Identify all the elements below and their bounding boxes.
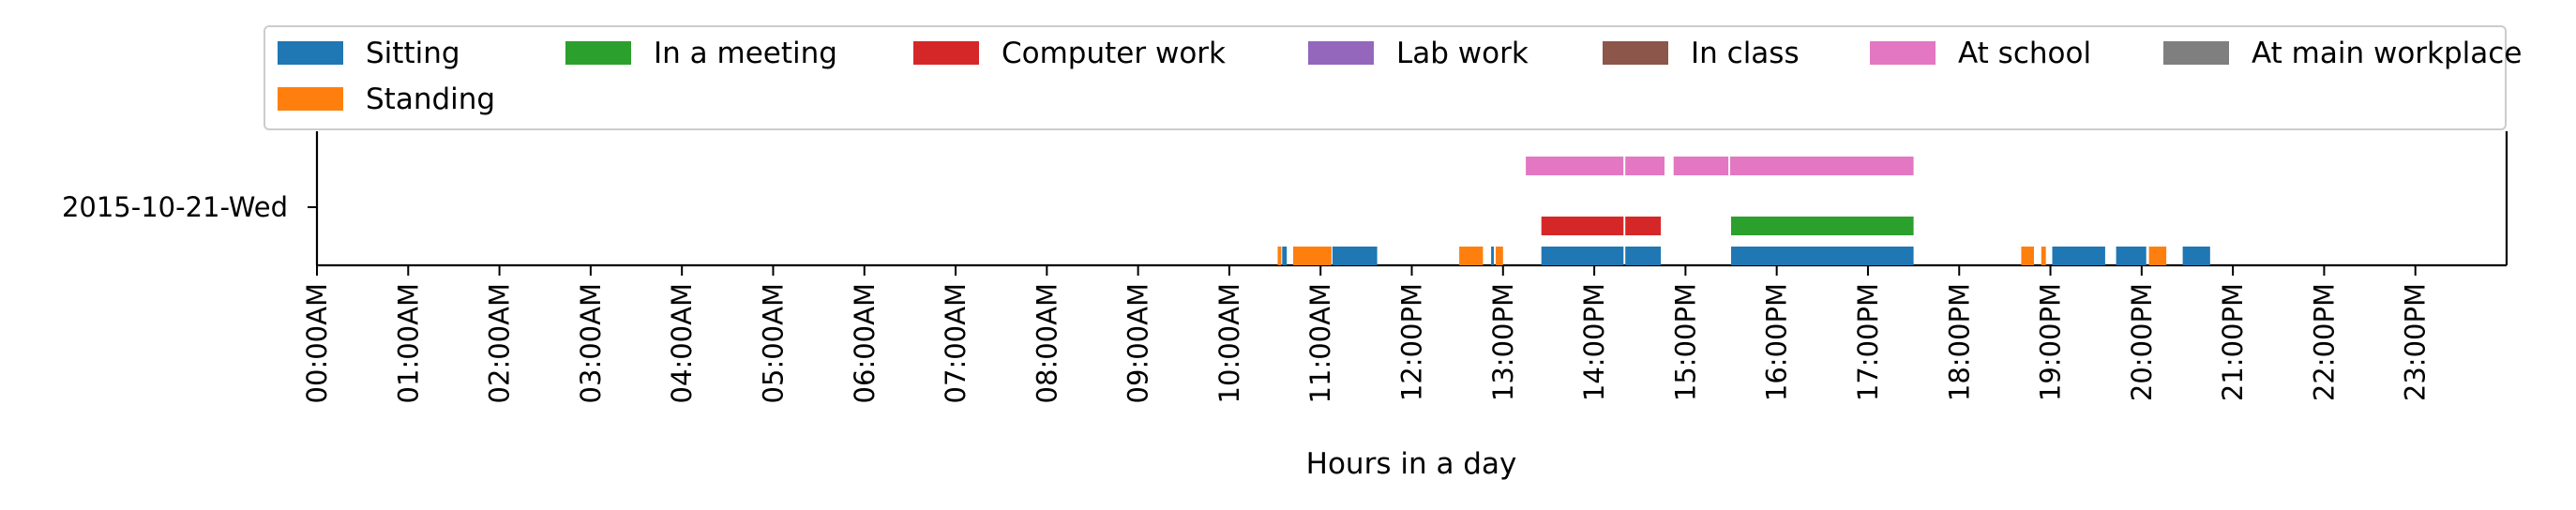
x-axis-label: Hours in a day [1306, 447, 1517, 481]
x-tick-label: 07:00AM [940, 283, 972, 403]
legend-swatch-sitting [278, 41, 343, 65]
x-tick-label: 16:00PM [1761, 283, 1793, 401]
legend-swatch-standing [278, 87, 343, 111]
bar-standing [2021, 247, 2034, 265]
bar-sitting [1282, 247, 1288, 265]
legend-swatch-at-school [1870, 41, 1936, 65]
legend-swatch-in-a-meeting [565, 41, 631, 65]
x-axis-ticks: 00:00AM 01:00AM 02:00AM 03:00AM 04:00AM 05:00… [301, 265, 2432, 403]
legend-label: In a meeting [654, 37, 837, 70]
legend-frame [264, 25, 2507, 130]
legend-label: At school [1958, 37, 2091, 70]
x-tick-label: 14:00PM [1578, 283, 1610, 401]
x-tick-label: 03:00AM [575, 283, 607, 403]
bar-standing [2148, 247, 2167, 265]
x-tick-label: 13:00PM [1487, 283, 1519, 401]
bar-standing [2041, 247, 2046, 265]
bar-sitting [2116, 247, 2147, 265]
bar-standing [1277, 247, 1282, 265]
bar-sitting [1332, 247, 1378, 265]
x-tick-label: 21:00PM [2217, 283, 2249, 401]
y-axis: 2015-10-21-Wed [62, 191, 317, 223]
bar-sitting [2052, 247, 2105, 265]
legend-swatch-at-main-workplace [2163, 41, 2229, 65]
legend-label: At main workplace [2252, 37, 2522, 70]
bar-standing [1496, 247, 1503, 265]
bar-sitting [1541, 247, 1624, 265]
x-tick-label: 12:00PM [1396, 283, 1428, 401]
x-tick-label: 22:00PM [2308, 283, 2340, 401]
legend-swatch-computer-work [913, 41, 979, 65]
bar-computer-work [1625, 217, 1662, 235]
x-tick-label: 23:00PM [2400, 283, 2432, 401]
legend-label: In class [1691, 37, 1800, 70]
y-tick-label: 2015-10-21-Wed [62, 191, 288, 223]
bar-computer-work [1541, 217, 1624, 235]
bar-sitting [1491, 247, 1494, 265]
bar-at-school [1730, 157, 1914, 175]
x-tick-label: 06:00AM [849, 283, 881, 403]
x-tick-label: 08:00AM [1031, 283, 1062, 403]
x-tick-label: 05:00AM [757, 283, 789, 403]
bar-at-school [1526, 157, 1624, 175]
x-tick-label: 17:00PM [1852, 283, 1884, 401]
x-tick-label: 01:00AM [392, 283, 424, 403]
x-tick-label: 10:00AM [1213, 283, 1245, 403]
bar-at-school [1673, 157, 1729, 175]
bar-standing [1459, 247, 1484, 265]
x-tick-label: 19:00PM [2035, 283, 2067, 401]
legend-label: Standing [366, 82, 495, 116]
legend-swatch-in-class [1603, 41, 1668, 65]
bars-layer [1277, 157, 2210, 265]
legend-swatch-lab-work [1308, 41, 1374, 65]
bar-at-school [1625, 157, 1665, 175]
x-tick-label: 18:00PM [1943, 283, 1975, 401]
legend: Sitting In a meeting Computer work Lab work… [264, 25, 2522, 130]
bar-standing [1293, 247, 1332, 265]
x-tick-label: 20:00PM [2126, 283, 2158, 401]
bar-in-a-meeting [1731, 217, 1914, 235]
x-tick-label: 02:00AM [484, 283, 516, 403]
x-tick-label: 04:00AM [666, 283, 698, 403]
legend-label: Lab work [1396, 37, 1529, 70]
x-tick-label: 00:00AM [301, 283, 333, 403]
x-tick-label: 09:00AM [1122, 283, 1154, 403]
legend-label: Computer work [1002, 37, 1226, 70]
legend-label: Sitting [366, 37, 460, 70]
bar-sitting [1731, 247, 1914, 265]
x-tick-label: 15:00PM [1669, 283, 1701, 401]
x-tick-label: 11:00AM [1304, 283, 1336, 403]
bar-sitting [2182, 247, 2210, 265]
bar-sitting [1625, 247, 1662, 265]
